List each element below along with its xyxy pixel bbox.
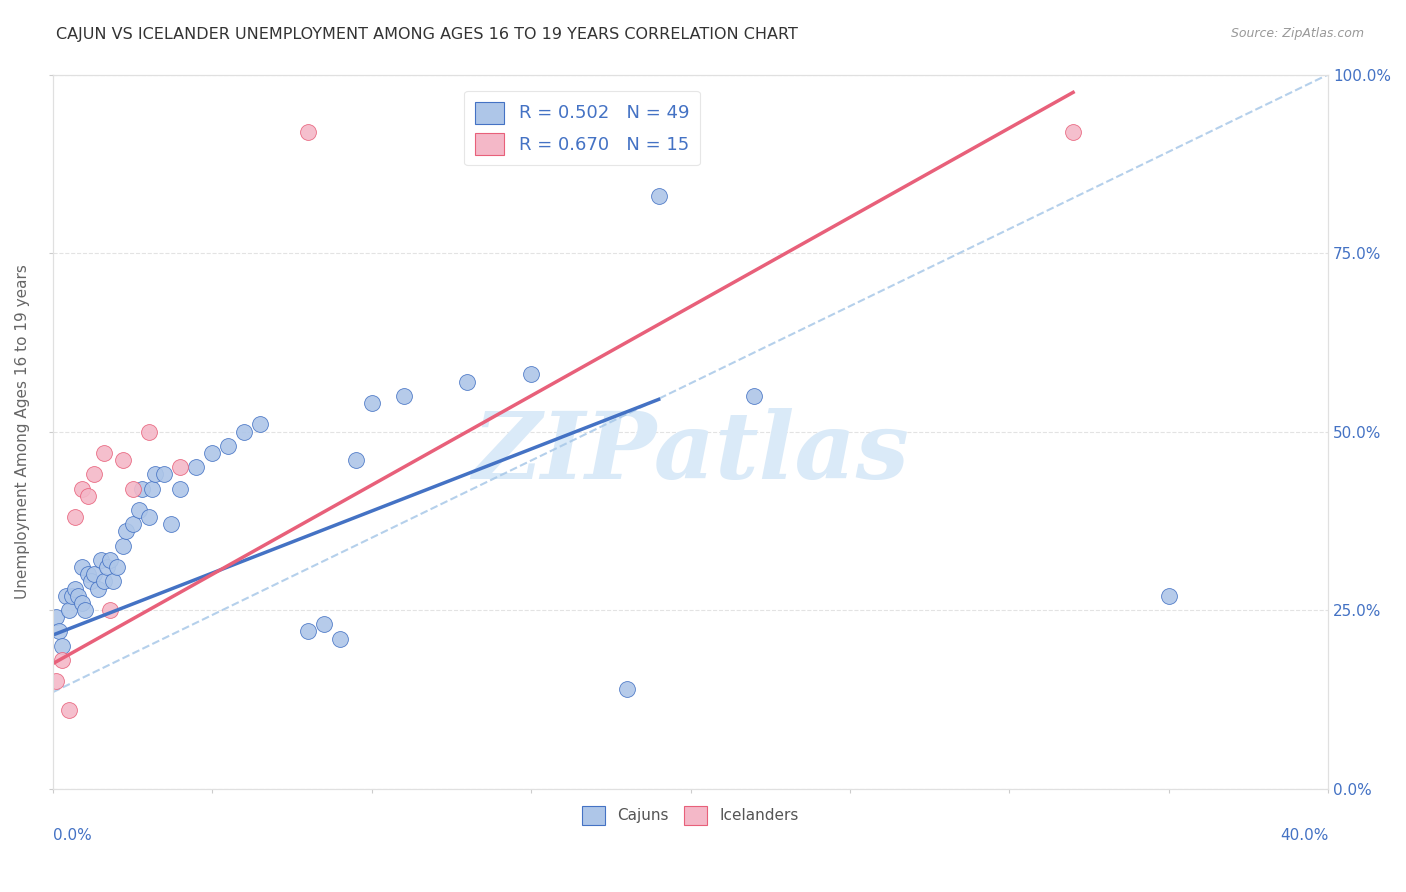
Point: [121, 517, 143, 532]
Point: [105, 560, 128, 574]
Point: [80, 574, 103, 589]
Point: [616, 681, 638, 696]
Point: [153, 467, 176, 482]
Point: [169, 460, 191, 475]
Point: [77, 567, 100, 582]
Point: [143, 467, 166, 482]
Point: [70, 596, 93, 610]
Point: [456, 375, 478, 389]
Point: [297, 624, 319, 639]
Point: [312, 617, 335, 632]
Point: [67, 589, 90, 603]
Point: [138, 425, 160, 439]
Point: [70, 482, 93, 496]
Point: [233, 425, 256, 439]
Point: [55, 589, 77, 603]
Point: [647, 189, 669, 203]
Text: 40.0%: 40.0%: [1279, 828, 1329, 843]
Point: [742, 389, 765, 403]
Point: [48, 624, 70, 639]
Point: [141, 482, 163, 496]
Point: [93, 574, 115, 589]
Point: [93, 446, 115, 460]
Point: [160, 517, 183, 532]
Point: [96, 560, 118, 574]
Point: [45, 674, 67, 689]
Point: [138, 510, 160, 524]
Text: 0.0%: 0.0%: [53, 828, 91, 843]
Point: [186, 460, 208, 475]
Y-axis label: Unemployment Among Ages 16 to 19 years: Unemployment Among Ages 16 to 19 years: [15, 264, 30, 599]
Point: [360, 396, 382, 410]
Point: [329, 632, 352, 646]
Point: [297, 125, 319, 139]
Point: [98, 603, 121, 617]
Point: [103, 574, 125, 589]
Point: [83, 567, 105, 582]
Text: CAJUN VS ICELANDER UNEMPLOYMENT AMONG AGES 16 TO 19 YEARS CORRELATION CHART: CAJUN VS ICELANDER UNEMPLOYMENT AMONG AG…: [56, 27, 799, 42]
Point: [131, 482, 153, 496]
Point: [392, 389, 415, 403]
Point: [77, 489, 100, 503]
Point: [115, 524, 138, 539]
Point: [73, 603, 96, 617]
Point: [51, 639, 73, 653]
Point: [128, 503, 150, 517]
Point: [344, 453, 367, 467]
Point: [83, 467, 105, 482]
Point: [520, 368, 543, 382]
Point: [98, 553, 121, 567]
Text: ZIPatlas: ZIPatlas: [472, 408, 910, 498]
Point: [217, 439, 239, 453]
Point: [45, 610, 67, 624]
Point: [1062, 125, 1084, 139]
Point: [90, 553, 112, 567]
Point: [249, 417, 271, 432]
Point: [112, 539, 135, 553]
Point: [70, 560, 93, 574]
Legend: Cajuns, Icelanders: Cajuns, Icelanders: [576, 800, 804, 830]
Point: [112, 453, 135, 467]
Point: [169, 482, 191, 496]
Point: [65, 582, 87, 596]
Point: [65, 510, 87, 524]
Point: [86, 582, 108, 596]
Point: [51, 653, 73, 667]
Point: [58, 603, 80, 617]
Point: [121, 482, 143, 496]
Point: [1157, 589, 1180, 603]
Point: [201, 446, 224, 460]
Point: [58, 703, 80, 717]
Text: Source: ZipAtlas.com: Source: ZipAtlas.com: [1230, 27, 1364, 40]
Point: [60, 589, 83, 603]
